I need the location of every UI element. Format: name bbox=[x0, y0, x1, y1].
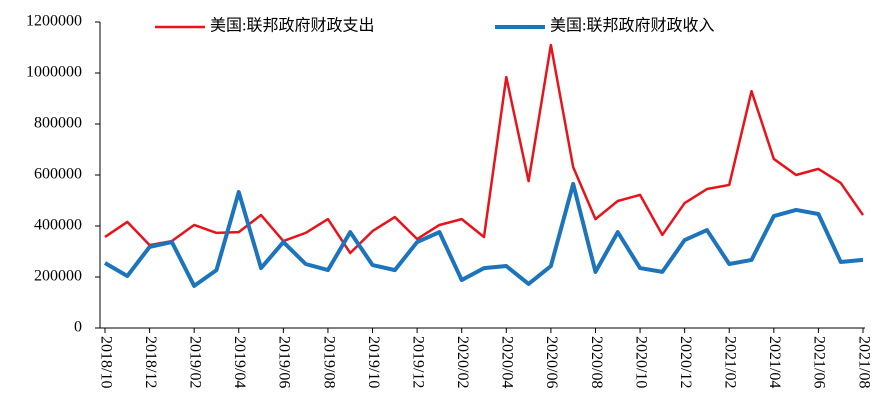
x-tick-label: 2019/12 bbox=[409, 336, 426, 388]
y-tick-label: 0 bbox=[74, 319, 82, 336]
y-tick-label: 1200000 bbox=[26, 13, 82, 30]
x-tick-label: 2021/04 bbox=[766, 336, 783, 388]
x-tick-label: 2021/08 bbox=[855, 336, 872, 388]
x-tick-label: 2019/02 bbox=[187, 336, 204, 388]
x-tick-label: 2020/08 bbox=[588, 336, 605, 388]
y-tick-label: 200000 bbox=[34, 268, 82, 285]
x-tick-label: 2021/02 bbox=[722, 336, 739, 388]
x-tick-label: 2020/02 bbox=[454, 336, 471, 388]
x-tick-label: 2019/06 bbox=[276, 336, 293, 388]
x-tick-label: 2020/06 bbox=[543, 336, 560, 388]
y-tick-label: 800000 bbox=[34, 115, 82, 132]
x-tick-label: 2019/04 bbox=[231, 336, 248, 388]
x-tick-label: 2020/10 bbox=[632, 336, 649, 388]
x-tick-label: 2020/04 bbox=[499, 336, 516, 388]
y-tick-label: 1000000 bbox=[26, 64, 82, 81]
legend-label: 美国:联邦政府财政收入 bbox=[550, 17, 714, 35]
x-tick-label: 2018/10 bbox=[97, 336, 114, 388]
y-tick-label: 600000 bbox=[34, 166, 82, 183]
x-tick-label: 2020/12 bbox=[677, 336, 694, 388]
line-series bbox=[104, 43, 865, 255]
legend-label: 美国:联邦政府财政支出 bbox=[210, 17, 374, 35]
x-tick-label: 2018/12 bbox=[142, 336, 159, 388]
y-tick-label: 400000 bbox=[34, 217, 82, 234]
x-tick-label: 2019/10 bbox=[365, 336, 382, 388]
x-tick-label: 2021/06 bbox=[811, 336, 828, 388]
x-tick-label: 2019/08 bbox=[320, 336, 337, 388]
line-series bbox=[103, 181, 864, 288]
